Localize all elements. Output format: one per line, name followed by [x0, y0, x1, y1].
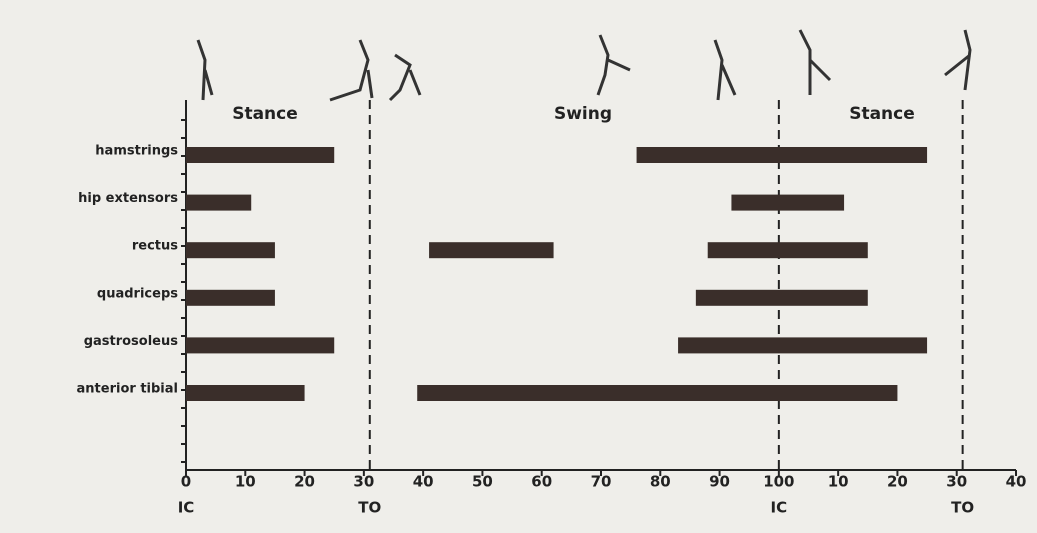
- activity-bar: [186, 385, 305, 401]
- x-tick-label: 20: [294, 473, 315, 491]
- activity-bar: [731, 195, 844, 211]
- row-label: hamstrings: [95, 144, 178, 159]
- row-label: rectus: [132, 239, 178, 254]
- x-tick-label: 40: [413, 473, 434, 491]
- activity-bar: [186, 195, 251, 211]
- x-tick-label: 0: [181, 473, 191, 491]
- x-tick-label: 90: [709, 473, 730, 491]
- phase-label: Swing: [554, 104, 612, 124]
- activity-bar: [678, 337, 927, 353]
- activity-bar: [186, 242, 275, 258]
- activity-bar: [696, 290, 868, 306]
- row-label: anterior tibial: [77, 382, 178, 397]
- activity-bar: [186, 147, 334, 163]
- phase-label: Stance: [849, 104, 915, 124]
- activity-bar: [417, 385, 897, 401]
- x-tick-label: 40: [1006, 473, 1027, 491]
- x-tick-label: 80: [650, 473, 671, 491]
- event-label: TO: [358, 499, 381, 517]
- activity-bar: [637, 147, 928, 163]
- activity-bar: [429, 242, 553, 258]
- x-tick-label: 60: [531, 473, 552, 491]
- x-tick-label: 100: [763, 473, 794, 491]
- activity-bar: [186, 290, 275, 306]
- x-tick-label: 30: [946, 473, 967, 491]
- row-label: quadriceps: [97, 286, 178, 301]
- activity-bar: [708, 242, 868, 258]
- background: [0, 0, 1037, 533]
- x-tick-label: 50: [472, 473, 493, 491]
- event-label: TO: [951, 499, 974, 517]
- event-label: IC: [178, 499, 195, 517]
- event-label: IC: [771, 499, 788, 517]
- x-tick-label: 10: [828, 473, 849, 491]
- x-tick-label: 10: [235, 473, 256, 491]
- activity-bar: [186, 337, 334, 353]
- row-label: gastrosoleus: [84, 334, 179, 349]
- phase-label: Stance: [232, 104, 298, 124]
- row-label: hip extensors: [78, 191, 178, 206]
- x-tick-label: 70: [591, 473, 612, 491]
- x-tick-label: 30: [353, 473, 374, 491]
- chart: 0 10 20 30 40 50 60 70 80 90 100 10 20 30 40 IC TO IC TO St…: [0, 0, 1037, 533]
- x-tick-label: 20: [887, 473, 908, 491]
